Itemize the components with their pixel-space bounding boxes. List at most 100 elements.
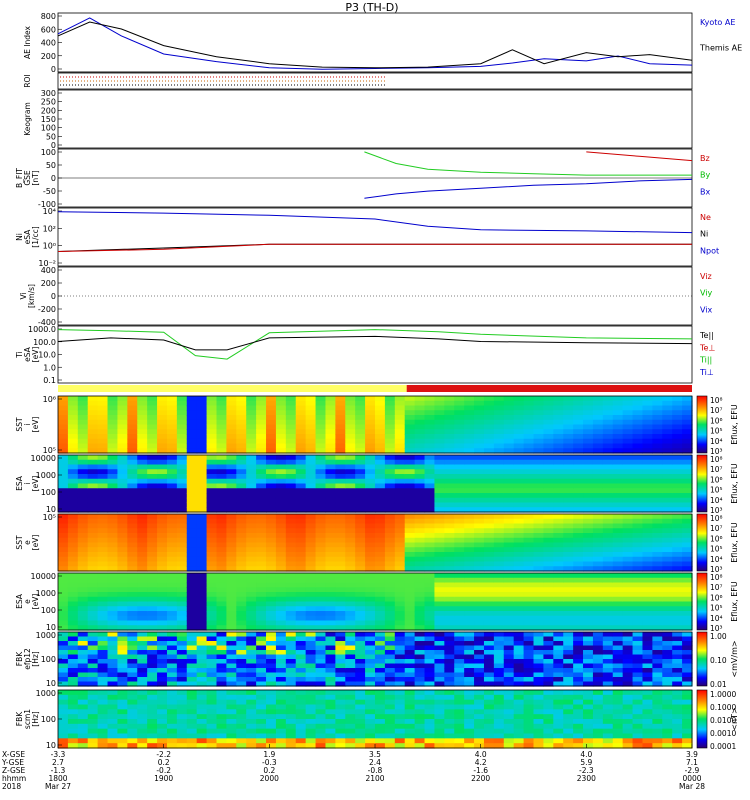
heatmap-cell — [266, 672, 277, 678]
heatmap-cell — [97, 573, 109, 579]
heatmap-cell — [157, 533, 168, 539]
heatmap-cell — [285, 483, 297, 489]
heatmap-cell — [503, 704, 515, 710]
heatmap-cell — [652, 728, 663, 735]
heatmap-cell — [543, 419, 554, 426]
heatmap-cell — [474, 601, 485, 607]
heatmap-cell — [147, 743, 158, 749]
heatmap-cell — [236, 577, 247, 584]
heatmap-cell — [196, 723, 208, 730]
heatmap-cell — [67, 704, 79, 710]
heatmap-cell — [523, 743, 535, 749]
heatmap-cell — [553, 596, 564, 603]
heatmap-cell — [295, 709, 307, 715]
heatmap-cell — [384, 587, 396, 593]
heatmap-cell — [325, 573, 336, 579]
heatmap-cell — [345, 410, 356, 416]
heatmap-cell — [285, 464, 297, 470]
footer-tick-hhmm: 2100 — [365, 774, 384, 783]
heatmap-cell — [592, 672, 604, 678]
heatmap-cell — [147, 497, 158, 504]
heatmap-cell — [137, 645, 148, 651]
heatmap-cell — [226, 497, 237, 504]
heatmap-cell — [375, 528, 386, 534]
heatmap-cell — [375, 474, 386, 480]
heatmap-cell — [592, 636, 604, 642]
ytick-label: 10 — [46, 741, 56, 750]
heatmap-cell — [493, 459, 505, 466]
heatmap-cell — [77, 719, 89, 725]
heatmap-cell — [216, 424, 228, 430]
heatmap-cell — [464, 566, 475, 572]
heatmap-cell — [186, 483, 198, 489]
heatmap-cell — [236, 464, 247, 470]
panel-roi: ROI — [23, 72, 693, 90]
heatmap-cell — [236, 668, 247, 674]
heatmap-cell — [226, 514, 237, 520]
heatmap-cell — [186, 537, 198, 544]
heatmap-cell — [662, 523, 673, 529]
heatmap-cell — [632, 645, 644, 651]
heatmap-cell — [612, 601, 624, 607]
heatmap-cell — [662, 424, 673, 430]
heatmap-cell — [285, 474, 297, 480]
heatmap-cell — [206, 410, 218, 416]
heatmap-cell — [454, 606, 465, 612]
heatmap-cell — [315, 714, 327, 720]
heatmap-cell — [602, 469, 614, 475]
heatmap-cell — [77, 552, 89, 558]
heatmap-cell — [285, 561, 297, 567]
heatmap-cell — [503, 672, 515, 678]
heatmap-cell — [404, 493, 416, 499]
heatmap-cell — [592, 400, 604, 407]
heatmap-cell — [275, 620, 287, 626]
heatmap-cell — [345, 533, 356, 539]
heatmap-cell — [275, 659, 287, 665]
heatmap-cell — [186, 552, 198, 558]
heatmap-cell — [157, 419, 168, 426]
heatmap-cell — [67, 410, 79, 416]
colorbar-label: <nT> — [730, 707, 739, 730]
heatmap-cell — [137, 573, 148, 579]
heatmap-cell — [365, 625, 376, 631]
heatmap-cell — [107, 547, 119, 553]
heatmap-cell — [503, 632, 515, 638]
heatmap-cell — [157, 672, 168, 678]
heatmap-cell — [176, 478, 188, 485]
heatmap-cell — [533, 455, 545, 461]
colorbar-tick-label: 0.0010 — [710, 729, 736, 738]
heatmap-cell — [87, 728, 99, 735]
heatmap-cell — [58, 699, 69, 706]
heatmap-cell — [394, 438, 406, 445]
heatmap-cell — [652, 659, 663, 665]
heatmap-cell — [266, 448, 277, 454]
heatmap-cell — [166, 723, 178, 730]
heatmap-cell — [335, 654, 346, 660]
footer-tick-xgse: 4.0 — [475, 750, 487, 759]
heatmap-cell — [434, 410, 445, 416]
heatmap-cell — [652, 677, 663, 683]
heatmap-cell — [592, 410, 604, 416]
heatmap-cell — [384, 615, 396, 622]
heatmap-cell — [493, 668, 505, 674]
heatmap-cell — [583, 677, 594, 683]
heatmap-cell — [622, 405, 634, 411]
heatmap-cell — [642, 523, 653, 529]
heatmap-cell — [375, 592, 386, 598]
heatmap-cell — [602, 672, 614, 678]
heatmap-cell — [424, 582, 436, 588]
heatmap-cell — [266, 606, 277, 612]
ytick-label: 400 — [41, 266, 56, 275]
heatmap-cell — [97, 518, 109, 525]
heatmap-cell — [285, 709, 297, 715]
heatmap-cell — [206, 728, 218, 735]
heatmap-cell — [682, 547, 693, 553]
heatmap-cell — [424, 469, 436, 475]
heatmap-cell — [592, 615, 604, 622]
heatmap-cell — [394, 592, 406, 598]
heatmap-cell — [176, 690, 188, 696]
heatmap-cell — [583, 641, 594, 647]
heatmap-cell — [384, 528, 396, 534]
heatmap-cell — [394, 587, 406, 593]
heatmap-cell — [672, 582, 683, 588]
